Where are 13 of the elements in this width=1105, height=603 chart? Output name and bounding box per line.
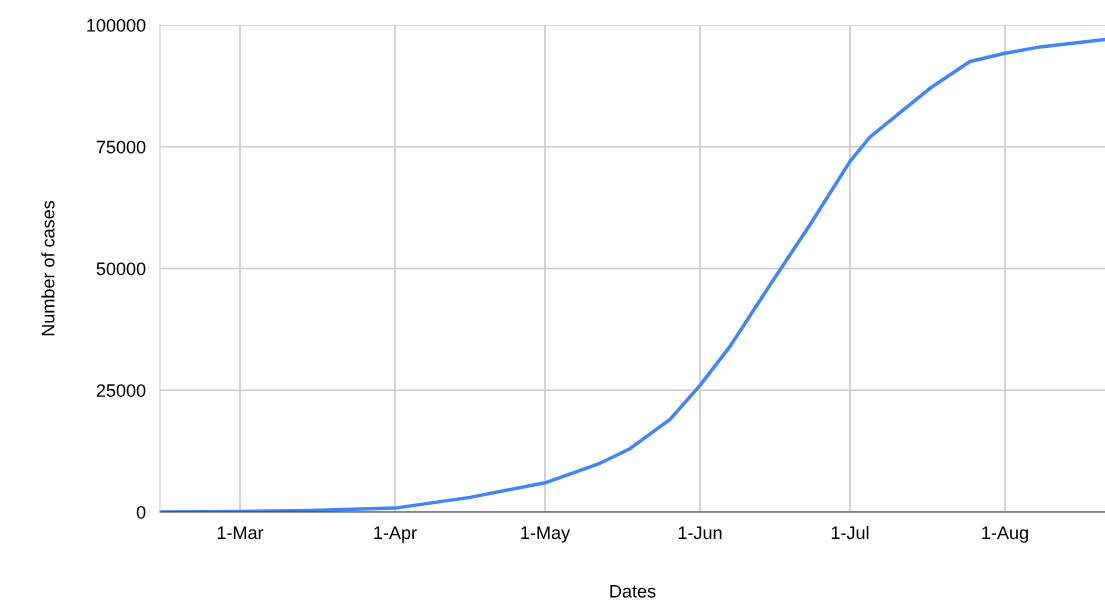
x-tick-label: 1-Jul: [831, 525, 869, 540]
y-axis-title: Number of cases: [41, 200, 55, 336]
y-tick-label: 0: [136, 505, 146, 519]
y-tick-label: 50000: [96, 262, 146, 276]
x-tick-label: 1-Jun: [678, 526, 722, 540]
x-tick-label: 1-Apr: [374, 526, 417, 543]
y-tick-label: 25000: [96, 384, 146, 397]
y-tick-label: 100000: [87, 18, 146, 32]
y-tick-label: 75000: [96, 140, 146, 154]
x-tick-label: 1-Mar: [217, 526, 264, 540]
x-tick-label: 1-Aug: [982, 526, 1028, 543]
x-axis-title: Dates: [610, 585, 656, 598]
x-tick-label: 1-May: [521, 526, 571, 543]
